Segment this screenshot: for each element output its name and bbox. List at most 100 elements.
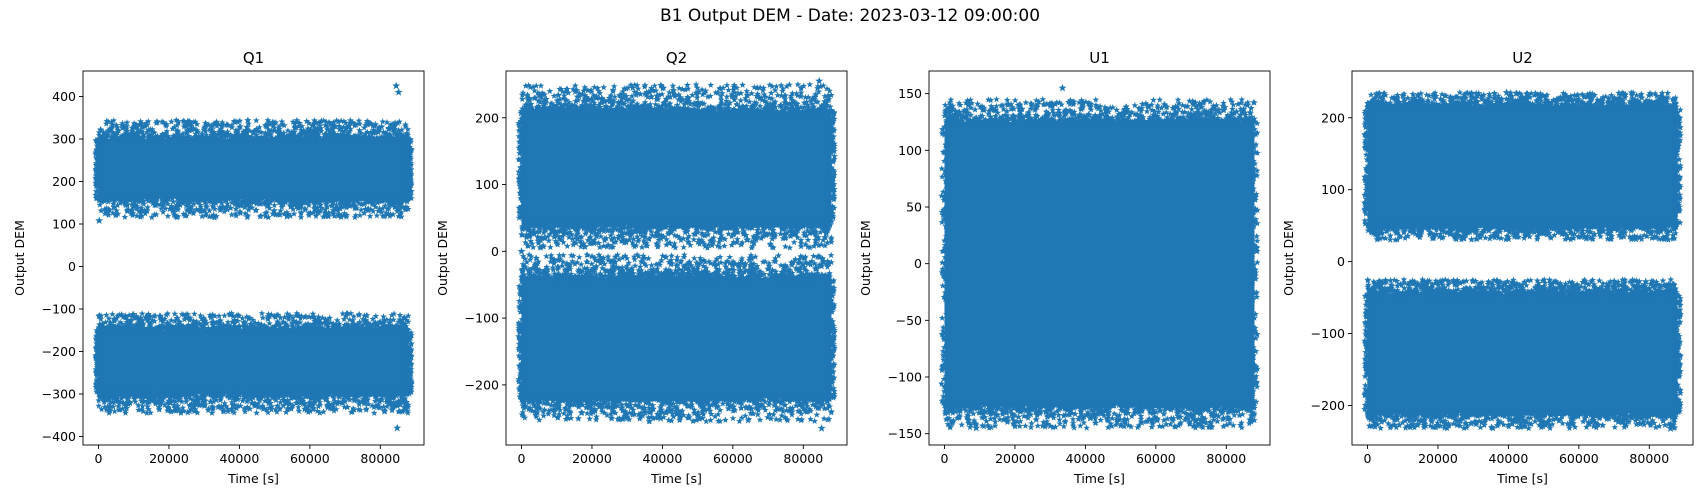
scatter-point — [816, 229, 824, 236]
scatter-point — [395, 397, 402, 404]
scatter-point — [113, 131, 120, 138]
scatter-point — [384, 205, 391, 212]
scatter-point — [322, 326, 330, 333]
scatter-point — [192, 130, 199, 137]
scatter-point — [386, 322, 394, 329]
y-tick-label: −400 — [42, 429, 76, 444]
scatter-point — [249, 129, 257, 137]
scatter-point — [318, 324, 326, 331]
scatter-point — [164, 200, 172, 207]
scatter-point — [282, 408, 290, 416]
scatter-point — [105, 211, 112, 218]
scatter-point — [826, 183, 834, 190]
scatter-point — [337, 213, 345, 221]
scatter-point — [241, 203, 249, 211]
scatter-point — [372, 312, 380, 319]
scatter-point — [101, 403, 108, 410]
scatter-point — [207, 326, 215, 333]
scatter-point — [158, 399, 165, 406]
scatter-point — [107, 322, 114, 329]
scatter-point — [189, 396, 197, 403]
scatter-point — [265, 198, 273, 206]
scatter-point — [180, 135, 187, 142]
scatter-point — [362, 130, 369, 137]
scatter-point — [96, 201, 104, 208]
scatter-point — [224, 128, 231, 135]
scatter-point — [379, 212, 387, 219]
scatter-point — [312, 131, 319, 138]
scatter-point — [638, 243, 646, 251]
y-tick-label: −300 — [42, 387, 76, 402]
scatter-point — [208, 213, 216, 220]
scatter-point — [394, 402, 401, 409]
scatter-point — [695, 236, 703, 243]
scatter-point — [309, 325, 317, 332]
scatter-point — [234, 118, 242, 125]
scatter-point — [314, 130, 321, 137]
scatter-point — [259, 326, 266, 334]
scatter-point — [826, 103, 834, 110]
scatter-point — [248, 135, 256, 142]
scatter-point — [518, 136, 526, 143]
scatter-point — [209, 132, 216, 140]
scatter-point — [206, 311, 214, 318]
scatter-point — [677, 93, 684, 101]
scatter-point — [234, 395, 242, 402]
scatter-point — [261, 405, 268, 412]
scatter-point — [289, 314, 297, 321]
scatter-point — [349, 405, 357, 412]
scatter-point — [188, 400, 196, 407]
scatter-point — [184, 120, 191, 127]
scatter-point — [342, 119, 350, 126]
scatter-point — [286, 195, 294, 202]
scatter-point — [694, 238, 702, 246]
scatter-point — [583, 100, 590, 108]
scatter-point — [372, 319, 379, 326]
scatter-point — [407, 346, 415, 353]
scatter-point — [408, 187, 415, 195]
scatter-point — [197, 394, 204, 401]
scatter-point — [131, 395, 139, 402]
scatter-point — [277, 323, 284, 331]
scatter-point — [135, 326, 142, 333]
scatter-point — [239, 397, 246, 404]
scatter-point — [734, 89, 742, 97]
scatter-point — [149, 393, 156, 400]
scatter-point — [517, 143, 524, 150]
scatter-point — [115, 323, 122, 331]
scatter-point — [190, 403, 197, 410]
scatter-point — [207, 198, 215, 205]
scatter-point — [291, 199, 298, 206]
scatter-point — [218, 403, 225, 410]
scatter-point — [359, 397, 366, 405]
scatter-point — [243, 124, 250, 131]
scatter-point — [392, 324, 400, 331]
scatter-point — [160, 201, 167, 208]
scatter-point — [378, 395, 385, 402]
scatter-point — [110, 130, 118, 137]
scatter-point — [292, 198, 300, 205]
scatter-point — [97, 312, 105, 319]
subplot-title: Q1 — [243, 49, 264, 67]
scatter-point — [288, 197, 296, 204]
scatter-point — [345, 135, 352, 142]
scatter-point — [393, 400, 401, 407]
scatter-point — [226, 311, 234, 318]
scatter-point — [115, 400, 123, 407]
scatter-point — [368, 402, 376, 409]
scatter-point — [517, 178, 524, 185]
scatter-point — [373, 212, 381, 219]
scatter-point — [515, 138, 523, 145]
scatter-point — [307, 134, 314, 142]
scatter-point — [300, 130, 307, 137]
scatter-point — [370, 409, 378, 416]
scatter-point — [322, 316, 329, 323]
scatter-point — [113, 207, 120, 214]
scatter-point — [103, 406, 110, 413]
scatter-point — [117, 398, 124, 405]
scatter-point — [386, 131, 393, 138]
scatter-point — [381, 129, 389, 136]
scatter-point — [247, 195, 254, 202]
scatter-point — [394, 135, 401, 142]
